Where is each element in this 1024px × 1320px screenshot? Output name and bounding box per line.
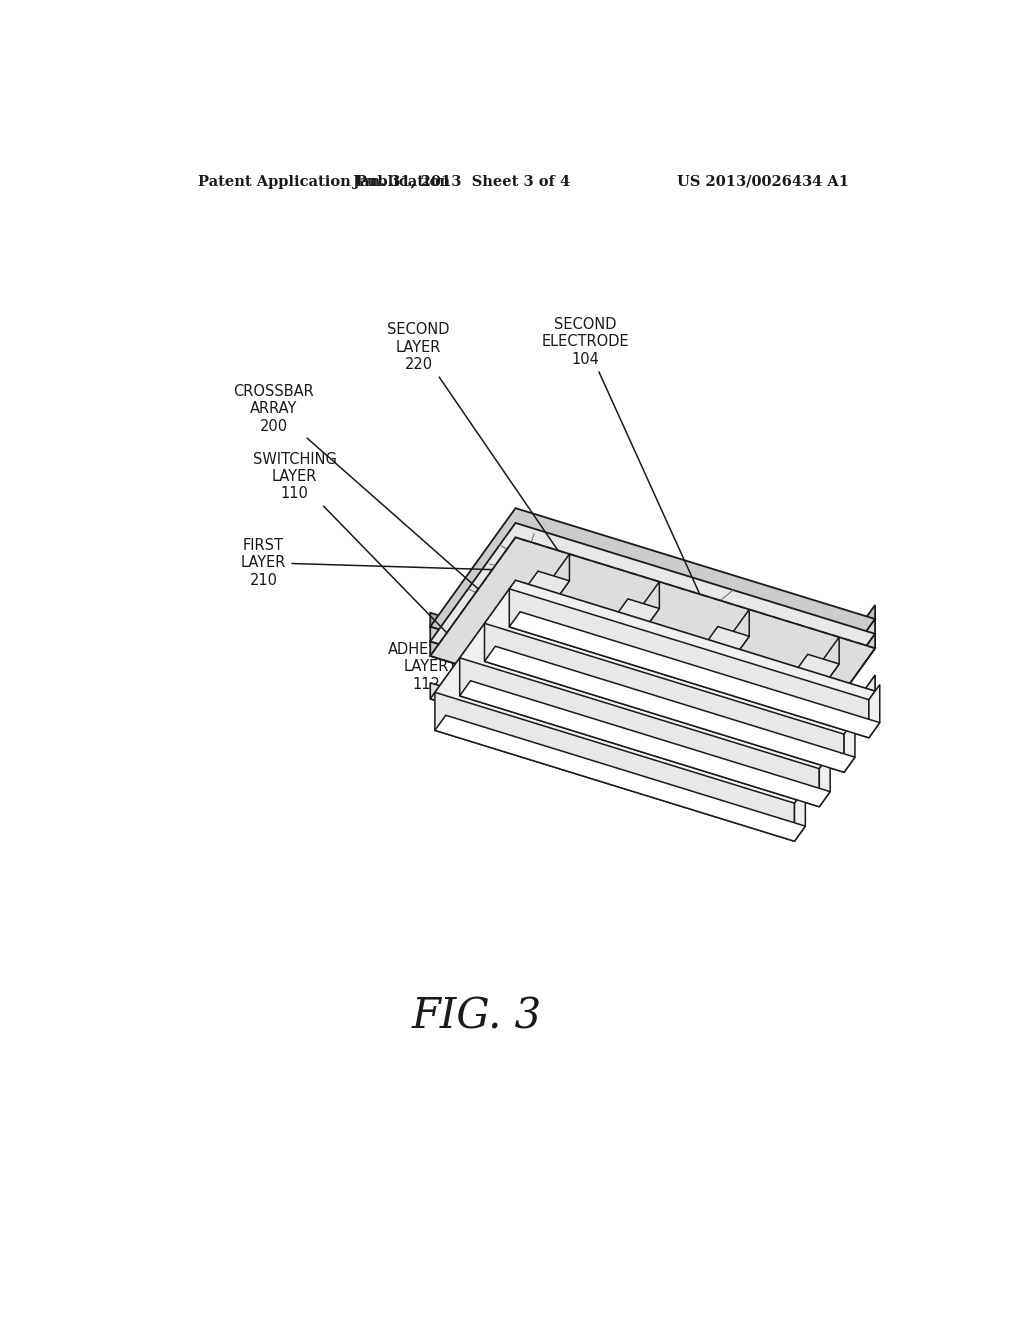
Text: ADHESION
LAYER
112: ADHESION LAYER 112 (388, 642, 553, 692)
Polygon shape (754, 638, 839, 783)
Polygon shape (543, 599, 659, 727)
Text: FIRST
LAYER
210: FIRST LAYER 210 (241, 537, 494, 587)
Polygon shape (460, 681, 830, 807)
Polygon shape (430, 642, 790, 767)
Polygon shape (484, 623, 844, 772)
Polygon shape (722, 746, 754, 783)
Polygon shape (430, 612, 790, 738)
Text: US 2013/0026434 A1: US 2013/0026434 A1 (677, 174, 849, 189)
Text: Jan. 31, 2013  Sheet 3 of 4: Jan. 31, 2013 Sheet 3 of 4 (352, 174, 569, 189)
Polygon shape (430, 537, 876, 767)
Text: SECOND
ELECTRODE
104: SECOND ELECTRODE 104 (542, 317, 739, 681)
Polygon shape (435, 715, 805, 841)
Polygon shape (430, 627, 790, 752)
Polygon shape (790, 619, 876, 752)
Polygon shape (869, 685, 880, 738)
Polygon shape (633, 627, 750, 755)
Polygon shape (664, 610, 750, 755)
Text: SECOND
LAYER
220: SECOND LAYER 220 (387, 322, 612, 631)
Polygon shape (790, 634, 876, 767)
Text: GRAIN
BOUNDARIES
114: GRAIN BOUNDARIES 114 (692, 640, 795, 735)
Polygon shape (509, 611, 880, 738)
Polygon shape (844, 719, 855, 772)
Polygon shape (460, 657, 819, 807)
Text: CROSSBAR
ARRAY
200: CROSSBAR ARRAY 200 (233, 384, 527, 632)
Polygon shape (574, 582, 659, 727)
Polygon shape (790, 605, 876, 738)
Polygon shape (435, 692, 795, 841)
Polygon shape (484, 647, 855, 772)
Polygon shape (543, 690, 574, 727)
Text: SWITCHING
LAYER
110: SWITCHING LAYER 110 (253, 451, 460, 645)
Polygon shape (430, 682, 790, 809)
Polygon shape (430, 508, 876, 738)
Polygon shape (430, 523, 876, 752)
Text: Patent Application Publication: Patent Application Publication (198, 174, 450, 189)
Text: FIRST
ELECTRODE
102: FIRST ELECTRODE 102 (535, 640, 675, 723)
Polygon shape (430, 581, 876, 809)
Text: FIG. 3: FIG. 3 (412, 997, 542, 1038)
Polygon shape (633, 718, 664, 755)
Polygon shape (509, 589, 869, 738)
Polygon shape (453, 572, 569, 700)
Polygon shape (722, 655, 839, 783)
Polygon shape (453, 663, 484, 700)
Polygon shape (819, 754, 830, 807)
Polygon shape (484, 554, 569, 700)
Polygon shape (795, 788, 805, 841)
Polygon shape (790, 675, 876, 809)
